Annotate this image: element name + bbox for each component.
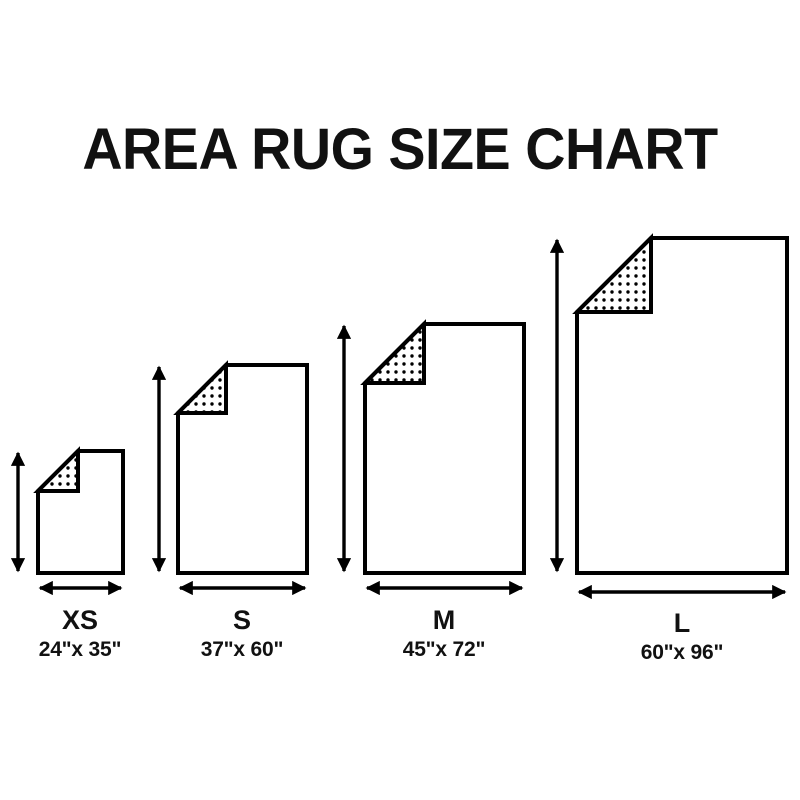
rug-s[interactable] [151, 360, 309, 596]
size-dimensions-xs: 24"x 35" [38, 638, 122, 661]
rug-m[interactable] [336, 319, 526, 596]
rug-l[interactable] [549, 233, 789, 600]
size-label-group-s[interactable]: S 37"x 60" [132, 605, 352, 663]
rug-fold-corner-s [173, 360, 228, 415]
rug-body-xs [36, 449, 125, 575]
size-name-m: M [432, 605, 456, 635]
size-dimensions-m: 45"x 72" [402, 638, 486, 661]
size-name-s: S [232, 605, 251, 635]
size-name-l: L [673, 608, 691, 638]
size-name-xs: XS [61, 605, 99, 635]
size-label-group-m[interactable]: M 45"x 72" [334, 605, 554, 663]
rug-xs[interactable] [10, 446, 125, 596]
page-title: AREA RUG SIZE CHART [82, 117, 718, 182]
size-dimensions-s: 37"x 60" [200, 638, 284, 661]
rug-fold-corner-xs [33, 446, 80, 493]
rug-fold-corner-l [572, 233, 653, 314]
size-label-group-l[interactable]: L 60"x 96" [572, 608, 792, 666]
rug-fold-corner-m [360, 319, 426, 385]
size-dimensions-l: 60"x 96" [640, 641, 724, 664]
size-label-group-xs[interactable]: XS 24"x 35" [0, 605, 190, 663]
